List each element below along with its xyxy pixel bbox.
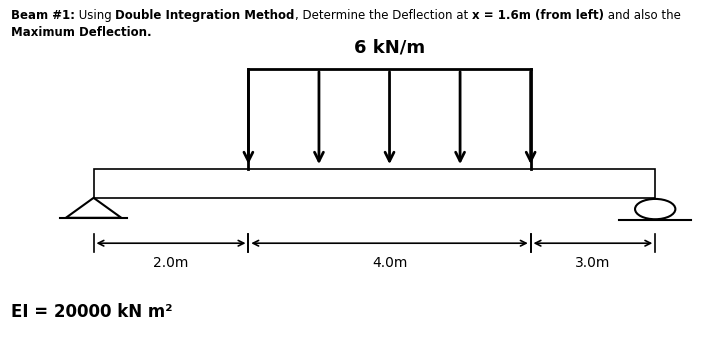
Text: 2.0m: 2.0m xyxy=(153,256,189,270)
Text: Maximum Deflection.: Maximum Deflection. xyxy=(11,26,151,39)
Text: 6 kN/m: 6 kN/m xyxy=(354,38,425,56)
Text: , Determine the Deflection at: , Determine the Deflection at xyxy=(294,9,472,22)
Text: x = 1.6m (from left): x = 1.6m (from left) xyxy=(472,9,603,22)
Text: 3.0m: 3.0m xyxy=(575,256,611,270)
Polygon shape xyxy=(66,198,121,218)
Text: Using: Using xyxy=(75,9,115,22)
Text: 4.0m: 4.0m xyxy=(372,256,408,270)
Text: EI = 20000 kN m²: EI = 20000 kN m² xyxy=(11,303,172,321)
Text: Double Integration Method: Double Integration Method xyxy=(115,9,294,22)
Text: and also the: and also the xyxy=(603,9,680,22)
Text: Beam #1:: Beam #1: xyxy=(11,9,75,22)
Bar xyxy=(94,169,655,198)
Circle shape xyxy=(635,199,675,219)
